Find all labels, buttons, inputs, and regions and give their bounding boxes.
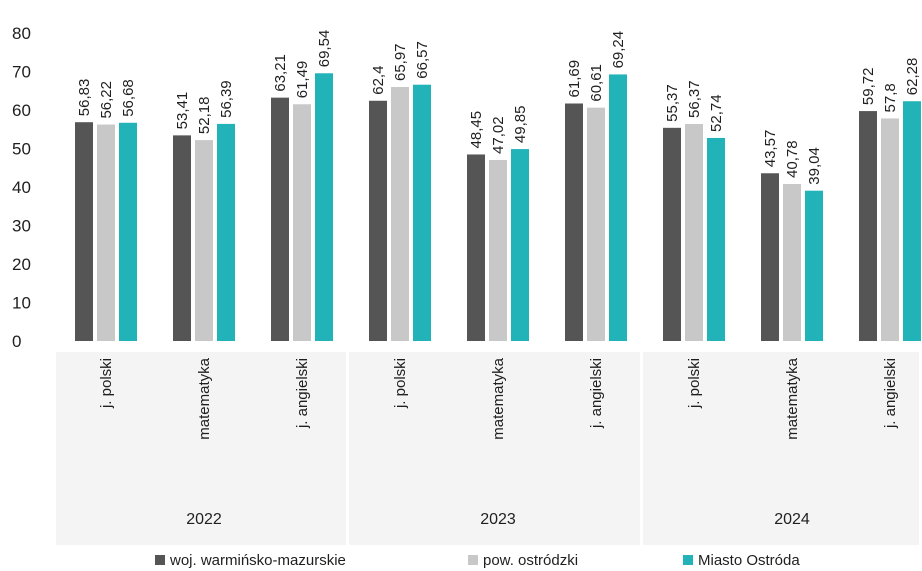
bar	[293, 104, 311, 342]
legend-label: pow. ostródzki	[483, 552, 578, 569]
y-tick-label: 20	[12, 255, 31, 274]
group-label: 2022	[186, 511, 222, 528]
y-tick-label: 70	[12, 63, 31, 82]
data-label: 53,41	[174, 92, 191, 130]
y-tick-label: 50	[12, 140, 31, 159]
bar	[685, 123, 703, 342]
x-tick-label: j. angielski	[882, 358, 899, 429]
y-tick-label: 40	[12, 178, 31, 197]
bar	[391, 87, 409, 341]
bar	[119, 122, 137, 341]
group-band-2024	[643, 352, 919, 545]
data-label: 56,22	[98, 81, 115, 119]
bar	[587, 107, 605, 342]
bar	[761, 173, 779, 341]
bar	[75, 122, 93, 341]
data-label: 69,54	[316, 30, 333, 68]
bars	[75, 73, 921, 342]
bar	[271, 97, 289, 341]
data-label: 59,72	[860, 68, 877, 106]
bar	[97, 124, 115, 341]
group-band-2023	[349, 352, 640, 545]
data-label: 63,21	[272, 54, 289, 92]
data-label: 62,4	[370, 66, 387, 95]
legend: woj. warmińsko-mazurskie pow. ostródzki Mi…	[155, 552, 800, 569]
bar	[903, 101, 921, 341]
data-label: 52,18	[196, 97, 213, 135]
bar	[663, 127, 681, 341]
data-label: 61,69	[566, 60, 583, 98]
bar	[467, 154, 485, 341]
bar	[609, 74, 627, 342]
bar	[369, 100, 387, 341]
data-label: 52,74	[708, 94, 725, 132]
data-label: 57,8	[882, 83, 899, 112]
data-label: 39,04	[806, 147, 823, 185]
bar	[195, 140, 213, 341]
group-label: 2024	[774, 511, 810, 528]
data-label: 65,97	[392, 43, 409, 81]
y-tick-label: 0	[12, 332, 21, 351]
data-label: 43,57	[762, 130, 779, 168]
bar	[565, 103, 583, 341]
data-label: 55,37	[664, 84, 681, 122]
bar	[489, 159, 507, 341]
x-tick-label: matematyka	[196, 357, 213, 439]
x-axis: j. polski matematyka j. angielski j. polski…	[98, 357, 899, 528]
data-label: 47,02	[490, 116, 507, 154]
data-labels: 56,83 56,22 56,68 53,41 52,18 56,39 63,21 61,49…	[76, 30, 921, 185]
bar	[173, 135, 191, 341]
data-label: 61,49	[294, 61, 311, 99]
bar	[413, 84, 431, 341]
data-label: 49,85	[512, 106, 529, 144]
data-label: 48,45	[468, 111, 485, 149]
y-tick-label: 30	[12, 217, 31, 236]
x-tick-label: matematyka	[784, 357, 801, 439]
legend-swatch	[155, 555, 165, 565]
bar	[783, 183, 801, 341]
data-label: 56,68	[120, 79, 137, 117]
x-tick-label: j. polski	[686, 358, 703, 409]
data-label: 69,24	[610, 31, 627, 69]
legend-swatch	[468, 555, 478, 565]
bar	[315, 73, 333, 341]
bar	[881, 118, 899, 341]
bar	[707, 137, 725, 341]
bar	[511, 149, 529, 341]
x-tick-label: j. angielski	[294, 358, 311, 429]
y-tick-label: 80	[12, 24, 31, 43]
legend-label: woj. warmińsko-mazurskie	[169, 552, 346, 569]
data-label: 56,83	[76, 79, 93, 117]
bar	[217, 123, 235, 341]
data-label: 56,39	[218, 80, 235, 118]
data-label: 40,78	[784, 140, 801, 178]
x-tick-label: j. angielski	[588, 358, 605, 429]
data-label: 66,57	[414, 41, 431, 79]
data-label: 56,37	[686, 80, 703, 118]
legend-swatch	[683, 555, 693, 565]
x-tick-label: j. polski	[98, 358, 115, 409]
bar	[805, 190, 823, 341]
x-tick-label: j. polski	[392, 358, 409, 409]
y-tick-label: 10	[12, 294, 31, 313]
y-axis: 0 10 20 30 40 50 60 70 80	[12, 24, 31, 351]
x-tick-label: matematyka	[490, 357, 507, 439]
legend-label: Miasto Ostróda	[698, 552, 800, 569]
group-band-2022	[56, 352, 346, 545]
data-label: 60,61	[588, 64, 605, 102]
bar	[859, 111, 877, 341]
group-label: 2023	[480, 511, 516, 528]
data-label: 62,28	[904, 58, 921, 96]
y-tick-label: 60	[12, 101, 31, 120]
group-bands	[56, 352, 919, 545]
